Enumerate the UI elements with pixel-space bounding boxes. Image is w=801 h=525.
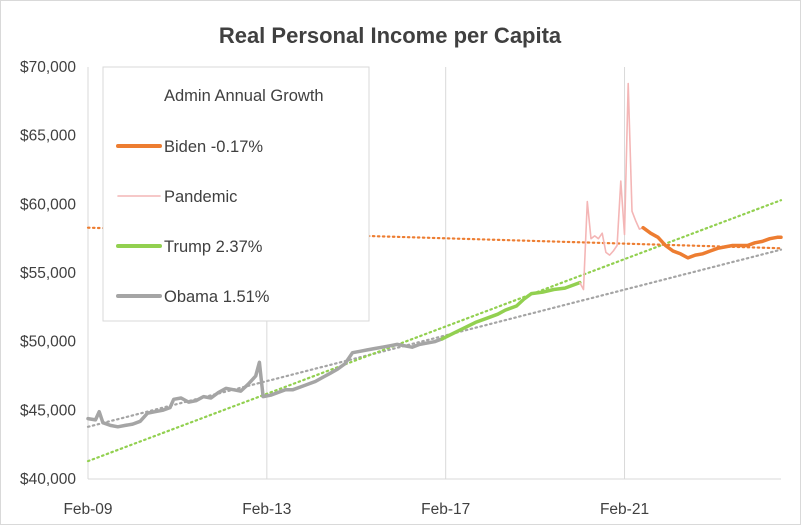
legend-label-biden-0-17: Biden -0.17% [164, 138, 263, 156]
chart-title: Real Personal Income per Capita [219, 23, 562, 48]
axes: Feb-09 Feb-13 Feb-17 Feb-21 $40,000 $45,000 $5… [20, 59, 781, 518]
legend-label-pandemic: Pandemic [164, 188, 237, 206]
legend: Admin Annual Growth Biden -0.17% Pandemic… [102, 66, 370, 322]
x-tick-feb-13: Feb-13 [242, 501, 291, 518]
legend-title: Admin Annual Growth [164, 87, 324, 105]
legend-box [102, 66, 370, 322]
legend-label-trump-2-37: Trump 2.37% [164, 238, 263, 256]
series-lines [86, 82, 783, 429]
y-tick-40000: $40,000 [20, 471, 76, 488]
x-tick-feb-09: Feb-09 [63, 501, 112, 518]
y-tick-50000: $50,000 [20, 334, 76, 351]
series-pandemic [579, 82, 644, 291]
legend-label-obama-1-51: Obama 1.51% [164, 288, 270, 306]
y-tick-45000: $45,000 [20, 402, 76, 419]
series-biden-0-17 [641, 225, 783, 260]
x-tick-feb-21: Feb-21 [600, 501, 649, 518]
series-trump-2-37 [440, 280, 582, 341]
y-tick-60000: $60,000 [20, 196, 76, 213]
y-tick-55000: $55,000 [20, 265, 76, 282]
y-tick-65000: $65,000 [20, 128, 76, 145]
x-tick-feb-17: Feb-17 [421, 501, 470, 518]
series-obama-1-51 [86, 337, 444, 429]
y-tick-70000: $70,000 [20, 59, 76, 76]
